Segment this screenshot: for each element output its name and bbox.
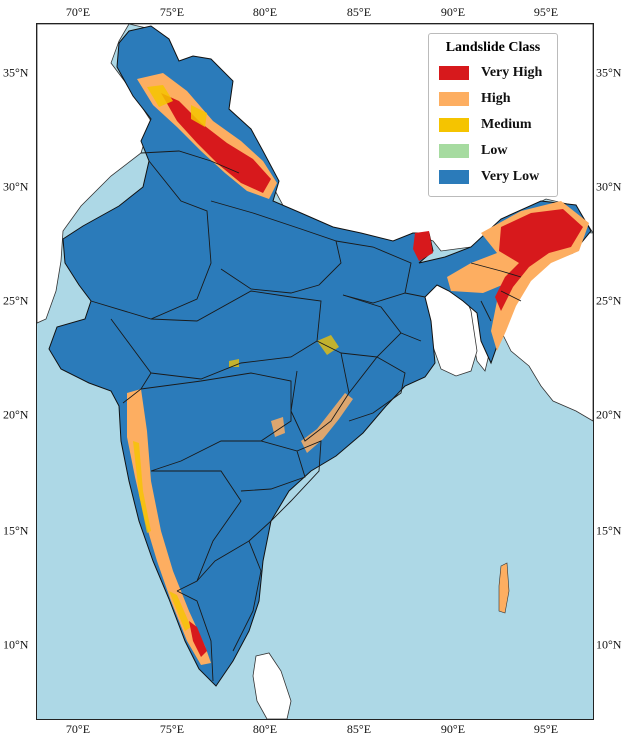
risk-zone-western-ghats-high bbox=[127, 389, 211, 665]
state-border-mp bbox=[150, 290, 322, 380]
state-border-north bbox=[140, 150, 240, 174]
india-landmass bbox=[48, 25, 592, 687]
lon-tick-75-bottom: 75°E bbox=[159, 722, 185, 736]
legend-item-very-high: Very High bbox=[439, 64, 542, 82]
legend-label: Very Low bbox=[481, 169, 540, 184]
legend: Landslide Class Very High High Medium Lo… bbox=[428, 33, 558, 197]
risk-zone-andaman bbox=[498, 562, 510, 614]
state-border-maharashtra bbox=[140, 372, 292, 472]
state-border-ne bbox=[470, 262, 522, 322]
lat-tick-20-right: 20°N bbox=[596, 407, 622, 422]
lon-tick-85-bottom: 85°E bbox=[346, 722, 372, 736]
state-border-tamilnadu bbox=[196, 540, 262, 652]
lon-tick-85: 85°E bbox=[346, 5, 372, 19]
lon-tick-80-bottom: 80°E bbox=[252, 722, 278, 736]
map-canvas bbox=[37, 24, 593, 719]
lat-tick-10-right: 10°N bbox=[596, 637, 622, 652]
state-border-telangana bbox=[221, 440, 306, 492]
lat-tick-20: 20°N bbox=[3, 407, 29, 422]
legend-title: Landslide Class bbox=[445, 40, 541, 55]
risk-zone-northeast-veryhigh bbox=[495, 209, 583, 311]
lat-tick-35-right: 35°N bbox=[596, 65, 622, 80]
neighbor-land-west bbox=[37, 24, 152, 324]
legend-label: High bbox=[481, 91, 511, 106]
state-border-bihar bbox=[335, 240, 412, 304]
legend-label: Very High bbox=[481, 65, 543, 80]
state-border-odisha bbox=[348, 356, 406, 422]
legend-swatch bbox=[439, 92, 469, 106]
lon-tick-70-bottom: 70°E bbox=[65, 722, 91, 736]
risk-zone-central-medium bbox=[229, 335, 339, 367]
legend-swatch bbox=[439, 118, 469, 132]
state-borders bbox=[90, 150, 522, 682]
lon-tick-70: 70°E bbox=[65, 5, 91, 19]
lat-tick-25-right: 25°N bbox=[596, 293, 622, 308]
lat-tick-30: 30°N bbox=[3, 179, 29, 194]
legend-label: Low bbox=[481, 143, 508, 158]
state-border-kerala bbox=[176, 590, 214, 682]
lon-tick-75: 75°E bbox=[159, 5, 185, 19]
state-border-gujarat bbox=[110, 318, 152, 404]
legend-swatch bbox=[439, 66, 469, 80]
lat-tick-25: 25°N bbox=[3, 293, 29, 308]
legend-item-very-low: Very Low bbox=[439, 168, 539, 186]
lat-tick-35: 35°N bbox=[3, 65, 29, 80]
lon-tick-95: 95°E bbox=[533, 5, 559, 19]
lon-tick-95-bottom: 95°E bbox=[533, 722, 559, 736]
legend-swatch bbox=[439, 170, 469, 184]
legend-swatch bbox=[439, 144, 469, 158]
lat-tick-30-right: 30°N bbox=[596, 179, 622, 194]
lon-tick-90-bottom: 90°E bbox=[440, 722, 466, 736]
state-border-ap bbox=[248, 440, 322, 542]
legend-item-medium: Medium bbox=[439, 116, 532, 134]
legend-item-low: Low bbox=[439, 142, 507, 160]
lon-tick-90: 90°E bbox=[440, 5, 466, 19]
state-border-wb bbox=[400, 292, 426, 342]
risk-zone-himalaya-medium bbox=[147, 85, 207, 127]
neighbor-land-srilanka bbox=[252, 652, 292, 719]
risk-zone-sikkim bbox=[413, 231, 433, 261]
legend-item-high: High bbox=[439, 90, 511, 108]
risk-zone-western-ghats-medium bbox=[133, 441, 191, 631]
lon-tick-80: 80°E bbox=[252, 5, 278, 19]
state-border-up bbox=[210, 200, 342, 294]
lat-tick-15: 15°N bbox=[3, 523, 29, 538]
risk-zone-western-ghats-veryhigh bbox=[189, 621, 207, 657]
risk-zone-himalaya-west-veryhigh bbox=[161, 93, 271, 193]
legend-label: Medium bbox=[481, 117, 532, 132]
lat-tick-10: 10°N bbox=[3, 637, 29, 652]
lat-tick-15-right: 15°N bbox=[596, 523, 622, 538]
